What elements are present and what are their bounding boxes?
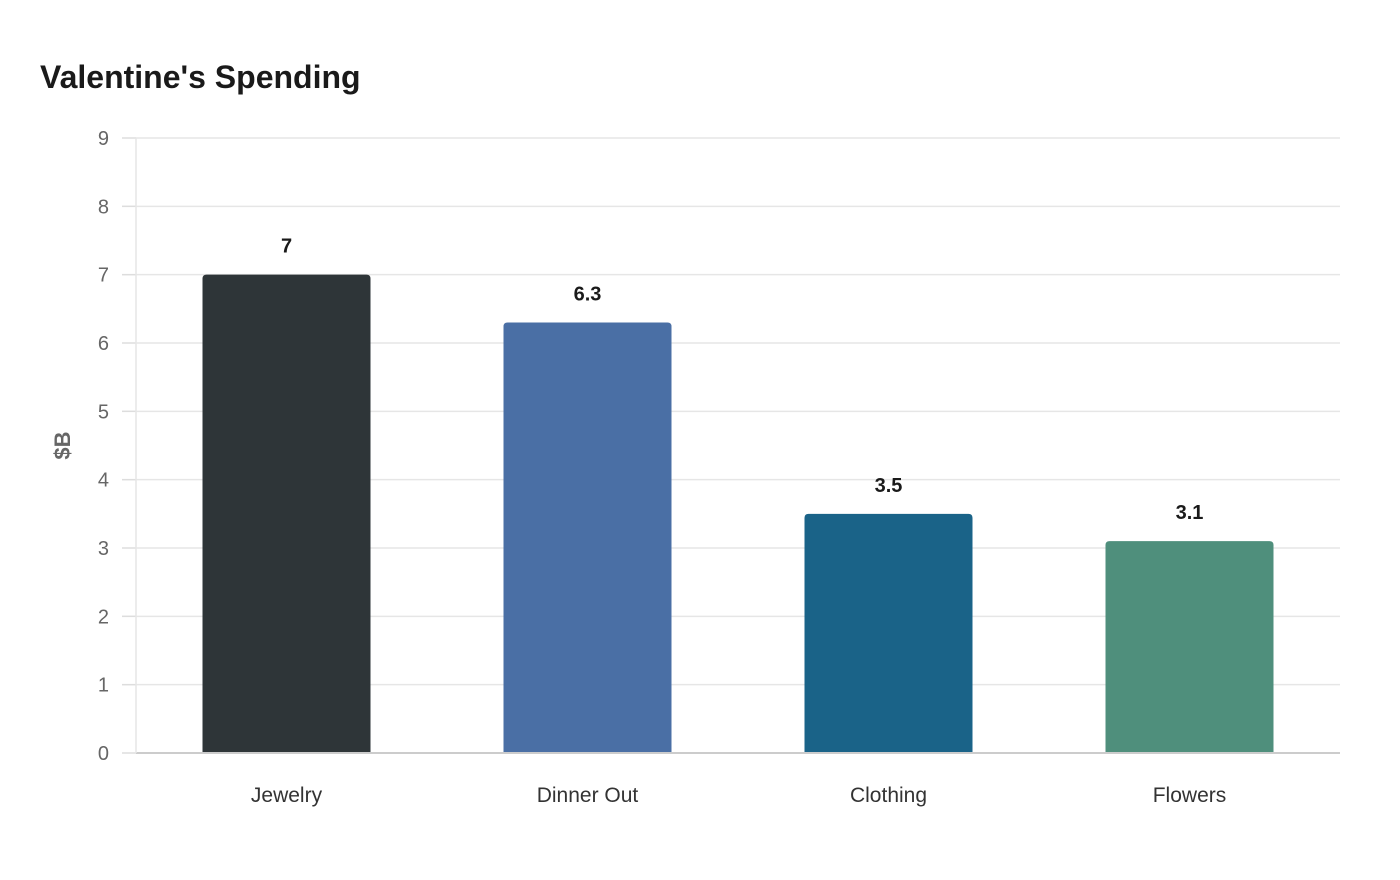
y-tick-label: 2 — [98, 606, 109, 628]
bar-flowers — [1105, 541, 1274, 753]
bar-dinner-out — [503, 322, 672, 753]
value-label: 3.5 — [875, 475, 903, 497]
value-label: 6.3 — [574, 284, 602, 306]
value-label: 3.1 — [1176, 502, 1204, 524]
x-axis-categories: Jewelry Dinner Out Clothing Flowers — [251, 784, 1226, 807]
y-axis-title: $B — [50, 431, 75, 459]
y-tick-label: 1 — [98, 675, 109, 697]
chart-title: Valentine's Spending — [40, 59, 361, 95]
bar-jewelry — [202, 274, 371, 753]
x-category-label: Flowers — [1153, 784, 1227, 807]
y-tick-label: 6 — [98, 333, 109, 355]
y-tick-label: 8 — [98, 196, 109, 218]
y-tick-label: 4 — [98, 470, 109, 492]
y-tick-label: 0 — [98, 743, 109, 765]
y-tick-label: 7 — [98, 265, 109, 287]
x-category-label: Dinner Out — [537, 784, 639, 807]
y-tick-label: 3 — [98, 538, 109, 560]
y-tick-label: 9 — [98, 128, 109, 150]
x-category-label: Jewelry — [251, 784, 323, 807]
x-category-label: Clothing — [850, 784, 927, 807]
bars — [202, 274, 1274, 753]
bar-clothing — [804, 513, 973, 753]
y-tick-label: 5 — [98, 401, 109, 423]
value-label: 7 — [281, 236, 292, 258]
value-labels: 7 6.3 3.5 3.1 — [281, 236, 1203, 525]
y-axis-ticks: 0 1 2 3 4 5 6 7 8 9 — [98, 128, 136, 765]
